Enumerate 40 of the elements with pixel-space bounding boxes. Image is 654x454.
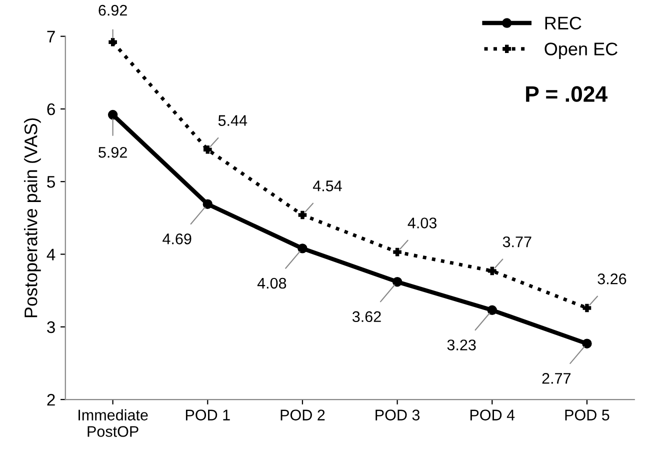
x-tick-label: POD 5 (565, 410, 610, 420)
x-tick-label: Immediate PostOP (78, 409, 148, 437)
data-label: 5.44 (218, 115, 248, 126)
data-label: 6.92 (98, 4, 127, 16)
point (298, 244, 308, 254)
point (203, 145, 212, 154)
point (202, 199, 213, 209)
data-label: 4.54 (312, 180, 342, 192)
point (108, 110, 118, 120)
data-label: 5.92 (98, 146, 127, 158)
point (393, 248, 402, 256)
y-tick-label: 4 (46, 248, 56, 260)
y-tick-label: 7 (47, 30, 55, 42)
legend-label: REC (545, 16, 582, 30)
y-tick-label: 2 (47, 394, 55, 406)
data-label: 4.08 (257, 278, 286, 289)
data-label: 4.03 (408, 218, 436, 228)
data-label: 3.77 (502, 236, 532, 248)
annotation: P = .024 (526, 86, 608, 102)
point (582, 304, 592, 312)
point (487, 305, 497, 316)
y-axis-title: Postoperative pain (VAS) (24, 118, 41, 318)
point (108, 38, 117, 46)
x-tick-label: POD 3 (376, 410, 420, 420)
legend-label: Open EC (544, 42, 618, 59)
y-tick-label: 6 (47, 103, 55, 116)
data-label: 3.62 (352, 311, 381, 322)
data-label: 3.26 (598, 274, 626, 284)
point (582, 338, 592, 348)
data-label: 2.77 (542, 372, 571, 384)
y-tick-label: 5 (47, 176, 55, 188)
point (488, 266, 496, 276)
x-tick-label: POD 4 (470, 410, 515, 420)
point (392, 276, 402, 287)
x-tick-label: POD 2 (280, 410, 325, 420)
x-tick-label: POD 1 (186, 410, 230, 420)
y-tick-label: 3 (47, 321, 55, 334)
point (298, 210, 307, 220)
data-label: 3.23 (447, 340, 476, 350)
data-label: 4.69 (162, 234, 192, 244)
